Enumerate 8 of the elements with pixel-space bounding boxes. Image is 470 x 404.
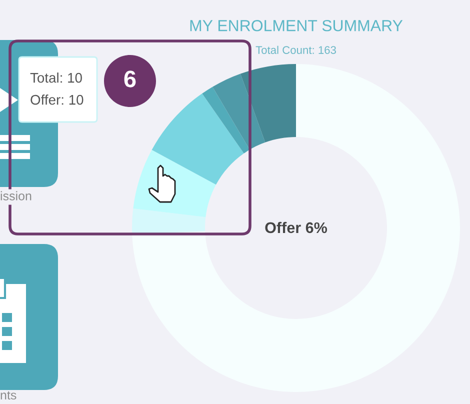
text: nts xyxy=(0,391,16,400)
text: Total: 10 xyxy=(30,72,82,83)
text: 6 xyxy=(124,70,136,88)
chart-title: MY ENROLMENT SUMMARY xyxy=(190,20,403,32)
text: Offer 6% xyxy=(265,222,328,234)
chart-subtitle: Total Count: 163 xyxy=(256,46,336,54)
text: ission xyxy=(0,191,32,200)
text: Offer: 10 xyxy=(30,94,84,105)
